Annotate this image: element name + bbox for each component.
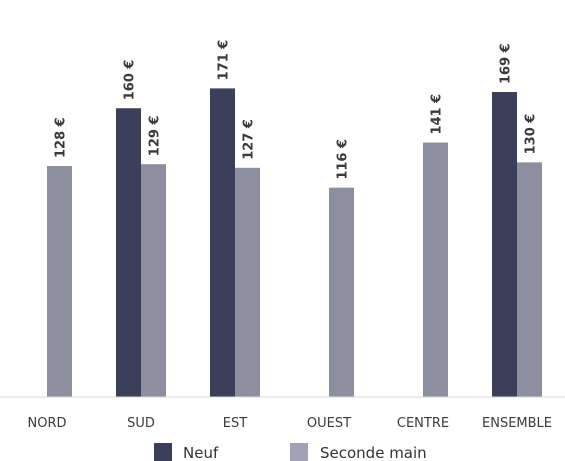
bar-seconde-main-ouest [329,187,354,397]
value-label-seconde-main-centre: 141 € [430,94,445,135]
bar-neuf-sud [116,108,141,397]
bar-seconde-main-centre [423,142,448,397]
category-label-ouest: OUEST [307,416,351,431]
legend-label-seconde-main: Seconde main [320,444,427,461]
bar-neuf-ensemble [492,92,517,397]
value-label-neuf-ensemble: 169 € [499,43,514,84]
bar-neuf-est [210,88,235,397]
category-labels-group: NORD SUD EST OUEST CENTRE ENSEMBLE [28,416,553,431]
bar-seconde-main-nord [47,166,72,397]
value-label-seconde-main-ensemble: 130 € [524,114,539,155]
legend-swatch-neuf [154,443,172,461]
value-label-seconde-main-est: 127 € [242,119,257,160]
value-label-neuf-sud: 160 € [123,60,138,101]
value-label-seconde-main-nord: 128 € [54,117,69,158]
value-label-seconde-main-sud: 129 € [148,115,163,156]
legend-label-neuf: Neuf [183,444,219,461]
value-label-seconde-main-ouest: 116 € [336,139,351,180]
legend-swatch-seconde-main [290,443,308,461]
category-label-est: EST [223,416,247,431]
category-label-centre: CENTRE [397,416,449,431]
bar-seconde-main-sud [141,164,166,397]
bars-group [47,88,542,397]
bar-seconde-main-est [235,167,260,397]
category-label-nord: NORD [28,416,67,431]
value-label-neuf-est: 171 € [217,40,232,81]
category-label-sud: SUD [127,416,155,431]
legend: Neuf Seconde main [154,443,427,461]
category-label-ensemble: ENSEMBLE [482,416,552,431]
value-labels-group: 128 € 160 € 129 € 171 € 127 € 116 € 141 € 169 €… [54,40,539,180]
bar-seconde-main-ensemble [517,162,542,397]
